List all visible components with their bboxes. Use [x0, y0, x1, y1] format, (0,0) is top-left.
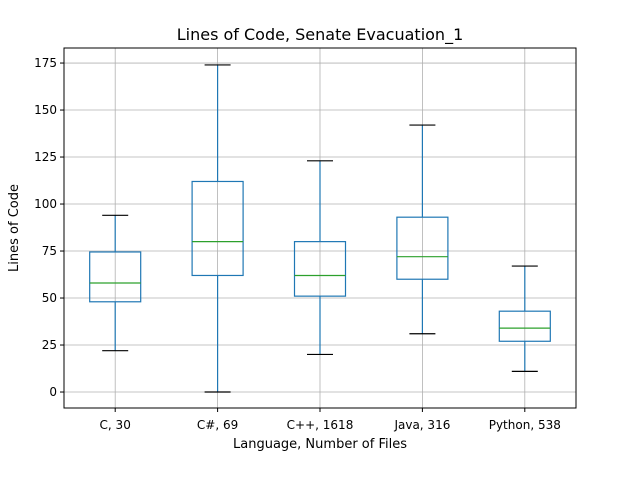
x-tick-label: C#, 69: [197, 418, 238, 432]
y-tick-label: 150: [34, 103, 57, 117]
box-group: [498, 265, 551, 372]
box-group: [191, 64, 244, 393]
y-tick-label: 0: [49, 385, 57, 399]
iqr-box: [396, 216, 449, 280]
iqr-box: [293, 241, 347, 297]
box-group: [89, 214, 142, 352]
y-tick-label: 50: [42, 291, 57, 305]
y-tick-label: 25: [42, 338, 57, 352]
boxes: [89, 64, 551, 393]
y-tick-label: 100: [34, 197, 57, 211]
x-axis-label: Language, Number of Files: [233, 437, 407, 452]
iqr-box: [498, 310, 551, 342]
y-tick-label: 125: [34, 150, 57, 164]
iqr-box: [191, 180, 244, 277]
x-tick-label: C++, 1618: [287, 418, 354, 432]
iqr-box: [89, 251, 142, 303]
y-tick-label: 75: [42, 244, 57, 258]
y-axis-label: Lines of Code: [7, 184, 22, 272]
x-tick-label: Python, 538: [489, 418, 561, 432]
x-axis-ticks: C, 30 C#, 69 C++, 1618 Java, 316 Python, 538: [100, 408, 561, 432]
y-axis-ticks: 0 25 50 75 100 125 150 175: [34, 56, 64, 399]
y-tick-label: 175: [34, 56, 57, 70]
chart-title: Lines of Code, Senate Evacuation_1: [177, 25, 464, 45]
x-tick-label: Java, 316: [393, 418, 450, 432]
x-tick-label: C, 30: [100, 418, 131, 432]
box-group: [396, 124, 449, 335]
box-group: [293, 160, 347, 356]
